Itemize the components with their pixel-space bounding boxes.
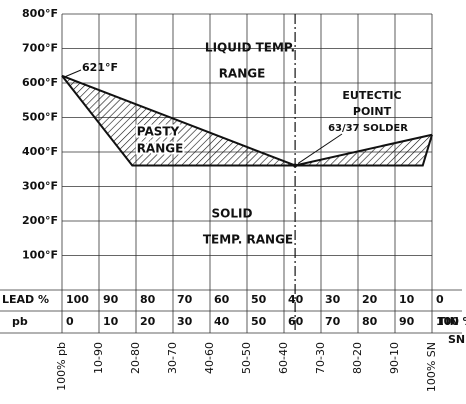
tin-label: 100: [436, 315, 459, 328]
liquid-label: RANGE: [219, 67, 266, 81]
lead-label: 70: [177, 293, 193, 306]
ratio-label: 100% SN: [425, 342, 438, 392]
tin-label: 10: [103, 315, 119, 328]
tin-label: 20: [140, 315, 156, 328]
solidus-line: [61, 75, 433, 167]
lead-label: 20: [362, 293, 378, 306]
lead-title: LEAD %: [2, 293, 49, 306]
ratio-label: 80-20: [351, 342, 364, 374]
ratio-label: 10-90: [92, 342, 105, 374]
y-tick-label: 800°F: [22, 7, 58, 20]
y-tick-label: 500°F: [22, 111, 58, 124]
lead-label: 0: [436, 293, 444, 306]
y-tick-label: 400°F: [22, 145, 58, 158]
eutectic-label: POINT: [353, 105, 392, 118]
tin-label: 80: [362, 315, 378, 328]
ratio-label: 30-70: [166, 342, 179, 374]
tin-label: 60: [288, 315, 304, 328]
lead-label: 90: [103, 293, 119, 306]
solid-label: TEMP. RANGE: [203, 233, 293, 247]
tin-title: TIN %: [438, 315, 466, 328]
lead-label: 10: [399, 293, 415, 306]
lead-label: 50: [251, 293, 267, 306]
y-tick-label: 700°F: [22, 42, 58, 55]
liquid-label: LIQUID TEMP.: [205, 41, 295, 55]
y-tick-label: 600°F: [22, 76, 58, 89]
lead-label: 60: [214, 293, 230, 306]
ratio-label: 20-80: [129, 342, 142, 374]
peak-arrow: [64, 69, 82, 78]
ratio-label: 70-30: [314, 342, 327, 374]
pb-title: pb: [12, 315, 28, 328]
lead-label: 30: [325, 293, 341, 306]
eutectic-arrow: [297, 133, 343, 164]
peak-label: 621°F: [82, 61, 118, 74]
tin-label: 0: [66, 315, 74, 328]
lead-label: 40: [288, 293, 304, 306]
pasty-label: RANGE: [137, 142, 184, 156]
y-tick-label: 300°F: [22, 180, 58, 193]
ratio-label: 60-40: [277, 342, 290, 374]
tin-label: 90: [399, 315, 415, 328]
y-tick-label: 100°F: [22, 249, 58, 262]
lead-label: 80: [140, 293, 156, 306]
sn-title: SN: [448, 333, 465, 346]
pasty-label: PASTY: [137, 125, 180, 139]
ratio-label: 40-60: [203, 342, 216, 374]
pasty-region: [62, 75, 432, 166]
ratio-label: 90-10: [388, 342, 401, 374]
solid-label: SOLID: [212, 207, 253, 221]
ratio-label: 50-50: [240, 342, 253, 374]
eutectic-point: [293, 163, 298, 168]
tin-label: 40: [214, 315, 230, 328]
tin-label: 50: [251, 315, 267, 328]
tin-label: 30: [177, 315, 193, 328]
y-tick-label: 200°F: [22, 214, 58, 227]
ratio-label: 100% pb: [55, 342, 68, 391]
eutectic-label: EUTECTIC: [342, 89, 401, 102]
eutectic-label: 63/37 SOLDER: [328, 123, 408, 134]
lead-label: 100: [66, 293, 89, 306]
tin-label: 70: [325, 315, 341, 328]
